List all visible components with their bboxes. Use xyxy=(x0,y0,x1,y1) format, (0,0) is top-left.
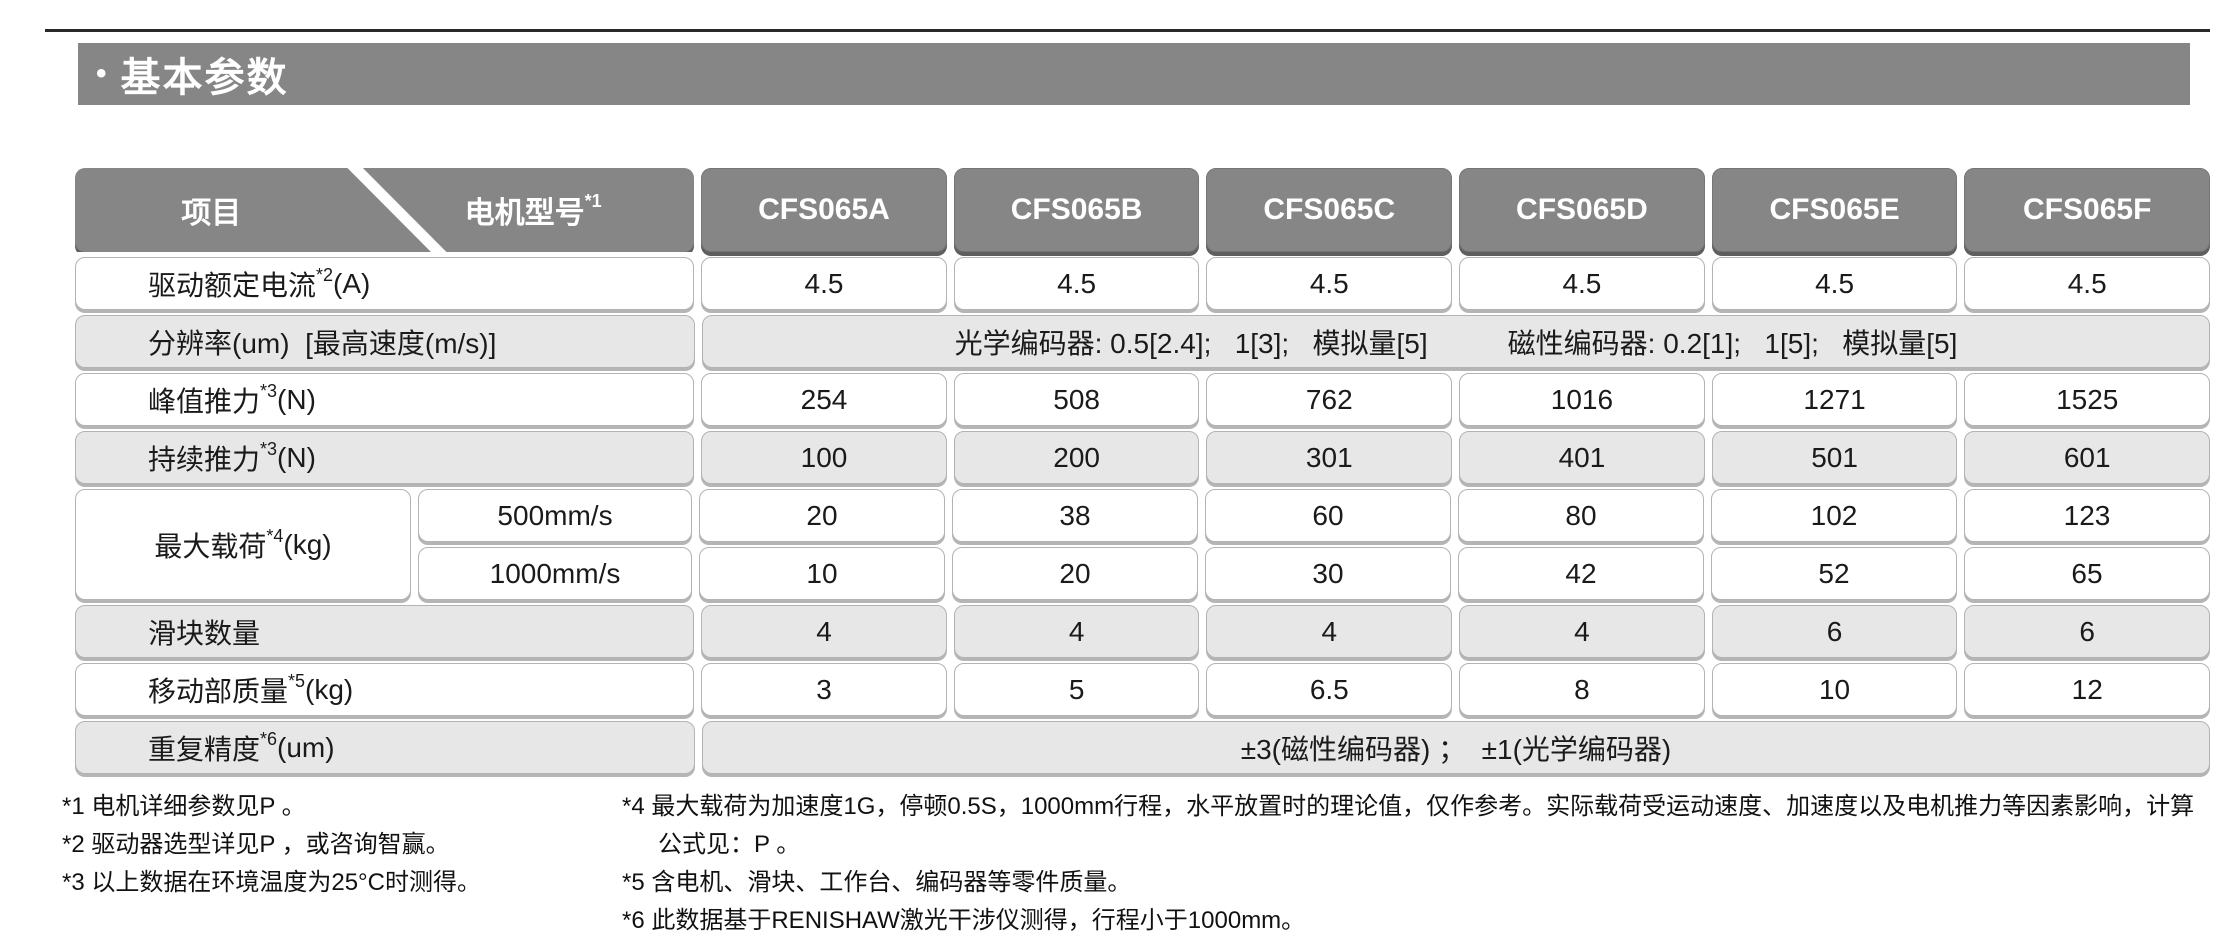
value-cell: 123 xyxy=(1964,489,2210,542)
value-cell: 4.5 xyxy=(701,257,947,310)
corner-label-item: 项目 xyxy=(181,197,242,230)
value-cell: 4.5 xyxy=(1206,257,1453,310)
value-cell: 80 xyxy=(1458,489,1704,542)
value-cell: 6 xyxy=(1711,605,1958,658)
repeatability-merged-cell: ±3(磁性编码器) ； ±1(光学编码器) xyxy=(702,721,2210,774)
row-rated-current: 驱动额定电流 *2 (A) 4.5 4.5 4.5 4.5 4.5 4.5 xyxy=(75,257,2211,310)
row-label: 驱动额定电流 *2 (A) xyxy=(75,257,695,310)
value-cell: 20 xyxy=(952,547,1198,600)
column-header: CFS065E xyxy=(1711,168,1958,252)
row-label: 移动部质量 *5 (kg) xyxy=(75,663,695,716)
parameters-table: 项目 电机型号 *1 CFS065A CFS065B CFS065C CFS065… xyxy=(75,168,2211,779)
value-cell: 12 xyxy=(1964,663,2211,716)
value-cell: 4.5 xyxy=(1711,257,1958,310)
corner-header-cell: 项目 电机型号 *1 xyxy=(75,168,695,252)
row-max-load: 最大载荷 *4 (kg) 500mm/s 20 38 60 80 102 123 1… xyxy=(75,489,2210,600)
subrow-1000mms: 1000mm/s 10 20 30 42 52 65 xyxy=(418,547,2210,600)
value-cell: 60 xyxy=(1205,489,1451,542)
row-resolution: 分辨率(um) [最高速度(m/s)] 光学编码器: 0.5[2.4]; 1[3… xyxy=(75,315,2210,368)
value-cell: 508 xyxy=(953,373,1200,426)
section-title: 基本参数 xyxy=(120,56,289,100)
value-cell: 30 xyxy=(1205,547,1451,600)
value-cell: 1525 xyxy=(1964,373,2211,426)
value-cell: 301 xyxy=(1206,431,1453,484)
value-cell: 100 xyxy=(701,431,947,484)
row-moving-mass: 移动部质量 *5 (kg) 3 5 6.5 8 10 12 xyxy=(75,663,2211,716)
value-cell: 4.5 xyxy=(1964,257,2211,310)
value-cell: 10 xyxy=(1711,663,1958,716)
footnote: *3 以上数据在环境温度为25°C时测得。 xyxy=(62,869,481,896)
footnote: *6 此数据基于RENISHAW激光干涉仪测得，行程小于1000mm。 xyxy=(622,907,1306,934)
value-cell: 1271 xyxy=(1711,373,1958,426)
value-cell: 6.5 xyxy=(1206,663,1453,716)
resolution-merged-cell: 光学编码器: 0.5[2.4]; 1[3]; 模拟量[5] 磁性编码器: 0.2… xyxy=(702,315,2210,368)
table-header-row: 项目 电机型号 *1 CFS065A CFS065B CFS065C CFS065… xyxy=(75,168,2211,252)
value-cell: 102 xyxy=(1711,489,1957,542)
footnote: *1 电机详细参数见P 。 xyxy=(62,793,306,820)
value-cell: 8 xyxy=(1459,663,1705,716)
row-label: 分辨率(um) [最高速度(m/s)] xyxy=(75,315,695,368)
value-cell: 4 xyxy=(701,605,947,658)
magnetic-encoder-spec: 磁性编码器: 0.2[1]; 1[5]; 模拟量[5] xyxy=(1507,327,1958,359)
row-continuous-force: 持续推力 *3 (N) 100 200 301 401 501 601 xyxy=(75,431,2211,484)
value-cell: 20 xyxy=(699,489,945,542)
value-cell: 601 xyxy=(1964,431,2211,484)
subrow-500mms: 500mm/s 20 38 60 80 102 123 xyxy=(418,489,2210,542)
column-header: CFS065F xyxy=(1964,168,2211,252)
footnote: *4 最大载荷为加速度1G，停顿0.5S，1000mm行程，水平放置时的理论值，… xyxy=(622,793,2195,820)
value-cell: 4 xyxy=(1206,605,1453,658)
footnotes-right-column: *4 最大载荷为加速度1G，停顿0.5S，1000mm行程，水平放置时的理论值，… xyxy=(622,788,2229,940)
footnotes: *1 电机详细参数见P 。 *2 驱动器选型详见P ，或咨询智赢。 *3 以上数… xyxy=(62,788,2229,940)
value-cell: 52 xyxy=(1711,547,1957,600)
footnote-continuation: 公式见：P 。 xyxy=(658,831,801,858)
corner-label-motor-model: 电机型号 *1 xyxy=(464,191,602,230)
top-rule xyxy=(45,29,2210,32)
speed-label: 500mm/s xyxy=(418,489,692,542)
value-cell: 4 xyxy=(1459,605,1705,658)
max-load-subrows: 500mm/s 20 38 60 80 102 123 1000mm/s 10 … xyxy=(418,489,2210,600)
row-label: 重复精度 *6 (um) xyxy=(75,721,695,774)
row-slider-count: 滑块数量 4 4 4 4 6 6 xyxy=(75,605,2211,658)
row-peak-force: 峰值推力 *3 (N) 254 508 762 1016 1271 1525 xyxy=(75,373,2211,426)
value-cell: 200 xyxy=(953,431,1200,484)
value-cell: 6 xyxy=(1964,605,2211,658)
value-cell: 38 xyxy=(952,489,1198,542)
row-repeatability: 重复精度 *6 (um) ±3(磁性编码器) ； ±1(光学编码器) xyxy=(75,721,2210,774)
footnote: *2 驱动器选型详见P ，或咨询智赢。 xyxy=(62,831,450,858)
footnote: *5 含电机、滑块、工作台、编码器等零件质量。 xyxy=(622,869,1132,896)
bullet-icon: • xyxy=(96,57,109,90)
value-cell: 4.5 xyxy=(1459,257,1705,310)
column-header: CFS065D xyxy=(1459,168,1705,252)
section-title-banner: • 基本参数 xyxy=(78,43,2190,105)
value-cell: 1016 xyxy=(1459,373,1705,426)
value-cell: 5 xyxy=(953,663,1200,716)
row-label: 滑块数量 xyxy=(75,605,695,658)
column-header: CFS065C xyxy=(1206,168,1453,252)
row-label-max-load: 最大载荷 *4 (kg) xyxy=(75,489,411,600)
column-header: CFS065A xyxy=(701,168,947,252)
value-cell: 4 xyxy=(953,605,1200,658)
optical-encoder-spec: 光学编码器: 0.5[2.4]; 1[3]; 模拟量[5] xyxy=(954,327,1428,359)
value-cell: 4.5 xyxy=(953,257,1200,310)
value-cell: 3 xyxy=(701,663,947,716)
value-cell: 42 xyxy=(1458,547,1704,600)
value-cell: 254 xyxy=(701,373,947,426)
footnotes-left-column: *1 电机详细参数见P 。 *2 驱动器选型详见P ，或咨询智赢。 *3 以上数… xyxy=(62,788,622,940)
value-cell: 65 xyxy=(1964,547,2210,600)
value-cell: 501 xyxy=(1711,431,1958,484)
column-header: CFS065B xyxy=(953,168,1200,252)
row-label: 峰值推力 *3 (N) xyxy=(75,373,695,426)
speed-label: 1000mm/s xyxy=(418,547,692,600)
row-label: 持续推力 *3 (N) xyxy=(75,431,695,484)
value-cell: 401 xyxy=(1459,431,1705,484)
value-cell: 10 xyxy=(699,547,945,600)
value-cell: 762 xyxy=(1206,373,1453,426)
